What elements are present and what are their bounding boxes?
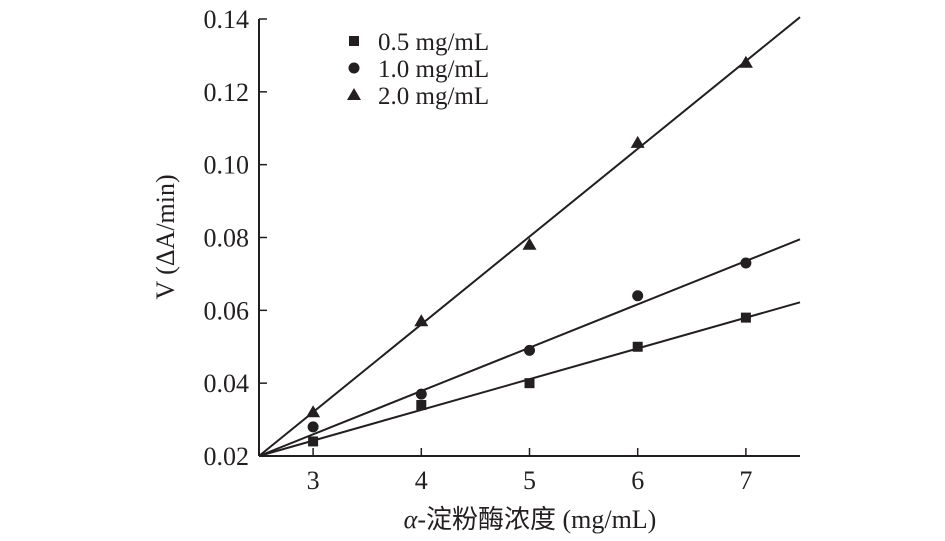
x-tick-label: 7 bbox=[739, 466, 752, 495]
fit-lines bbox=[258, 16, 801, 457]
x-axis-ticks: 3 4 5 6 7 bbox=[307, 448, 752, 495]
fit-line-series-3 bbox=[258, 16, 801, 457]
x-tick-label: 6 bbox=[631, 466, 644, 495]
y-tick-label: 0.14 bbox=[204, 5, 250, 34]
data-point-triangle-series-3 bbox=[414, 314, 429, 327]
x-tick-label: 3 bbox=[307, 466, 320, 495]
y-tick-label: 0.08 bbox=[204, 224, 250, 253]
data-point-circle-series-2 bbox=[740, 257, 752, 269]
x-tick-label: 4 bbox=[415, 466, 428, 495]
y-tick-label: 0.10 bbox=[204, 151, 250, 180]
data-point-square-series-1 bbox=[632, 341, 643, 352]
legend-item: 2.0 mg/mL bbox=[347, 83, 489, 110]
data-point-circle-series-2 bbox=[307, 421, 319, 433]
data-point-circle-series-2 bbox=[415, 388, 427, 400]
x-tick-label: 5 bbox=[523, 466, 536, 495]
data-point-square-series-1 bbox=[308, 436, 319, 447]
data-point-square-series-1 bbox=[416, 400, 427, 411]
data-point-triangle-series-3 bbox=[306, 405, 321, 418]
data-point-triangle-series-3 bbox=[630, 135, 645, 148]
y-axis-title: V (ΔA/min) bbox=[151, 174, 180, 299]
x-axis-title: α-淀粉酶浓度 (mg/mL) bbox=[404, 505, 657, 534]
plot-area: 0.02 0.04 0.06 0.08 0.10 0.12 0.14 3 4 5 6 7 bbox=[204, 5, 801, 495]
y-axis-ticks: 0.02 0.04 0.06 0.08 0.10 0.12 0.14 bbox=[204, 5, 267, 471]
data-point-square-series-1 bbox=[740, 312, 751, 323]
legend-label: 1.0 mg/mL bbox=[378, 56, 489, 83]
data-point-circle-series-2 bbox=[524, 344, 535, 356]
legend: 0.5 mg/mL1.0 mg/mL2.0 mg/mL bbox=[347, 29, 489, 110]
legend-label: 0.5 mg/mL bbox=[378, 29, 489, 56]
x-axis-title-rest: -淀粉酶浓度 (mg/mL) bbox=[417, 505, 656, 534]
y-tick-label: 0.12 bbox=[204, 78, 250, 107]
y-tick-label: 0.04 bbox=[204, 369, 250, 398]
data-point-square-series-1 bbox=[524, 378, 535, 389]
legend-marker-circle bbox=[348, 62, 360, 74]
legend-marker-triangle bbox=[347, 88, 361, 100]
legend-label: 2.0 mg/mL bbox=[378, 83, 489, 110]
data-point-triangle-series-3 bbox=[522, 237, 537, 250]
legend-item: 0.5 mg/mL bbox=[349, 29, 489, 56]
data-point-circle-series-2 bbox=[632, 290, 644, 302]
y-tick-label: 0.02 bbox=[204, 442, 250, 471]
legend-item: 1.0 mg/mL bbox=[348, 56, 489, 83]
data-point-triangle-series-3 bbox=[738, 55, 753, 68]
x-axis-title-prefix: α bbox=[404, 505, 419, 534]
y-tick-label: 0.06 bbox=[204, 296, 250, 325]
legend-marker-square bbox=[349, 36, 359, 46]
data-markers bbox=[306, 55, 753, 447]
